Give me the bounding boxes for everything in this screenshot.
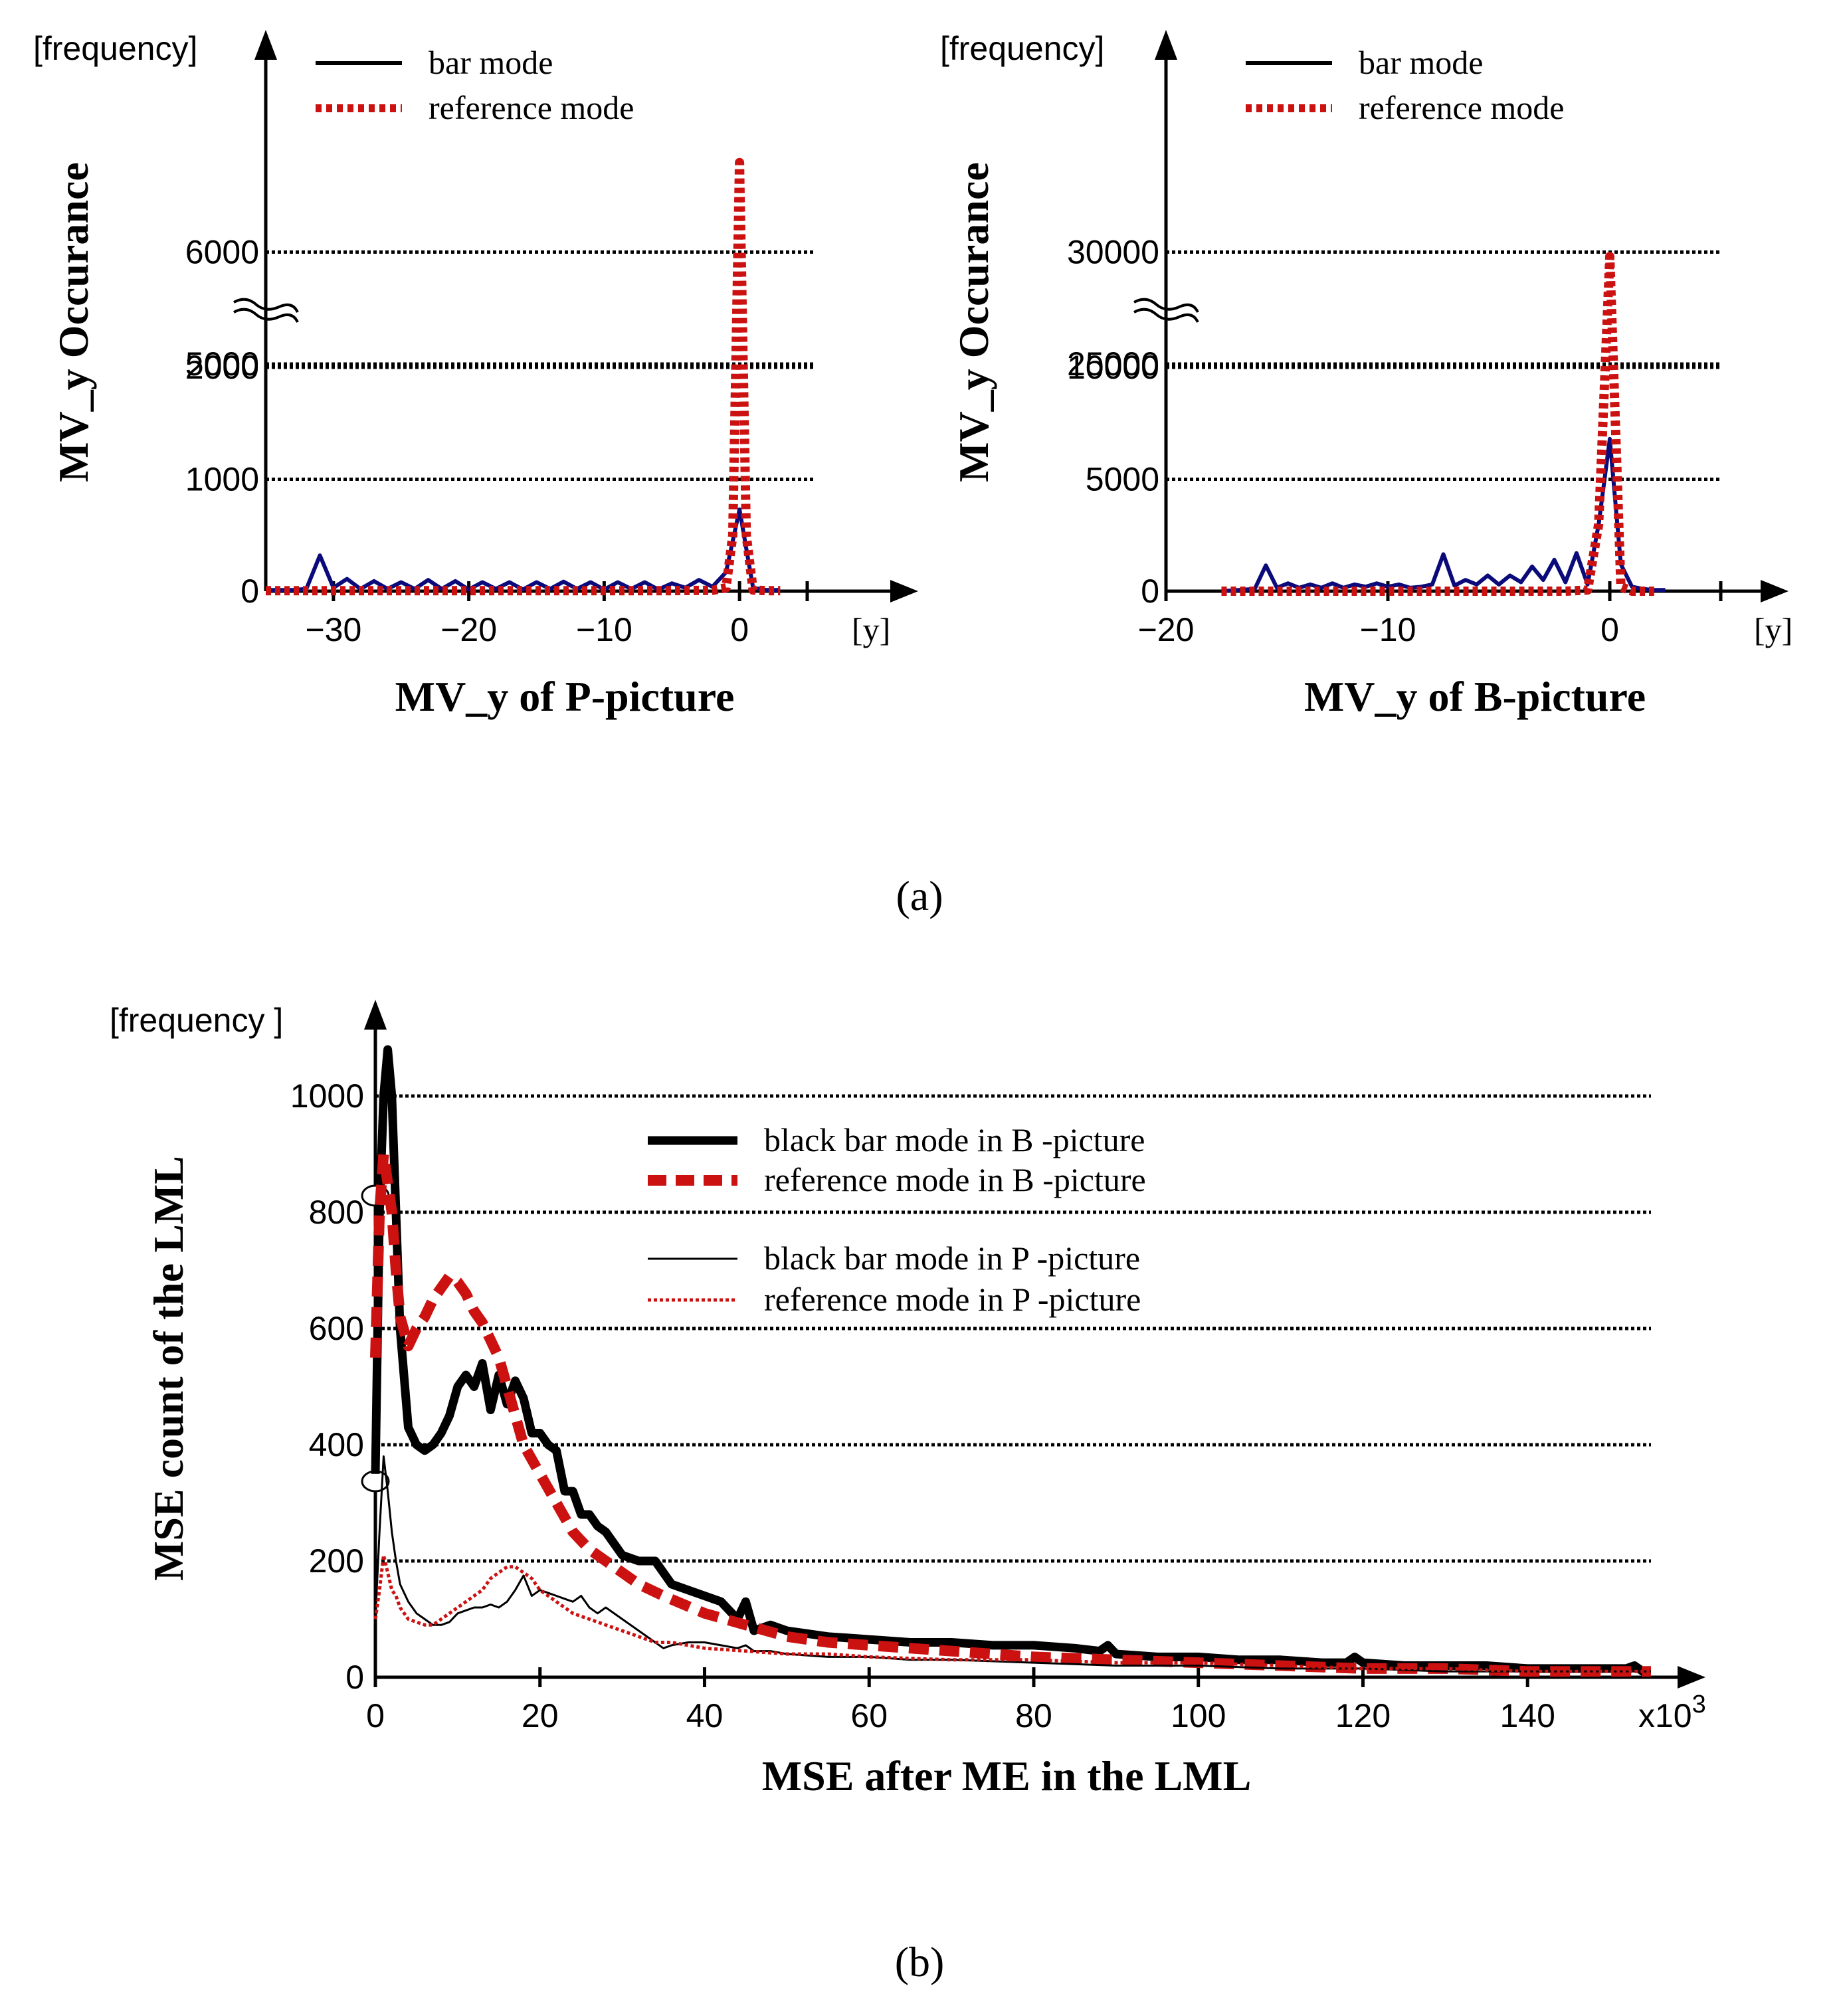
y-tick-label: 5000 [185,345,259,383]
chart-p-series [266,157,781,596]
series-line-reference-mode [266,157,781,596]
chart-mse-y-label: MSE count of the LML [145,1156,192,1581]
chart-mse-grid [375,1094,1651,1563]
x-tick-label: 40 [686,1697,724,1734]
chart-mse-y-ticks: 0 200 400 600 800 1000 [290,1077,364,1696]
x-tick-label: 80 [1015,1697,1052,1734]
chart-mse-x-label: MSE after ME in the LML [762,1752,1252,1799]
chart-mse: 0 20 40 60 80 100 120 140 0 200 400 600 800 1000 [fr… [110,1000,1706,1799]
series-line-black-bar-mode-in-b-picture [371,1045,1651,1676]
series-line-reference-mode [1221,252,1654,596]
y-tick-label: 600 [309,1310,364,1347]
chart-p-x-ticks: −30 −20 −10 0 [305,581,809,648]
y-tick-label: 800 [309,1194,364,1231]
y-tick-label: 0 [241,573,259,610]
y-tick-label: 5000 [1086,461,1159,498]
y-axis-break-marker-lower [361,1470,390,1493]
chart-p-legend: bar mode reference mode [316,44,634,126]
chart-p-y-label: MV_y Occurance [50,162,97,482]
chart-b-y-unit: [frequency] [940,30,1104,67]
series-line-bar-mode [266,507,781,593]
x-tick-label: 0 [1600,611,1619,648]
chart-p-grid [266,250,814,481]
chart-b-grid [1166,250,1721,481]
x-tick-label: 0 [366,1697,385,1734]
legend-label-reference-mode: reference mode [429,89,634,126]
caption-a: (a) [896,872,943,919]
x-tick-label: 20 [522,1697,559,1734]
chart-mse-legend: black bar mode in B -picture reference m… [648,1121,1146,1318]
y-tick-label: 2000 [185,349,259,386]
y-tick-label: 200 [309,1542,364,1580]
chart-mse-x-unit: x103 [1638,1691,1706,1734]
legend-label-reference-mode: reference mode [1359,89,1565,126]
chart-p-y-unit: [frequency] [33,30,197,67]
chart-b-series [1221,252,1666,596]
x-tick-label: −10 [1360,611,1416,648]
legend-label-black-bar-p: black bar mode in P -picture [764,1239,1140,1277]
chart-b-legend: bar mode reference mode [1246,44,1565,126]
y-tick-label: 1000 [185,461,259,498]
x-tick-label: 100 [1171,1697,1226,1734]
chart-p-x-unit: [y] [852,611,890,648]
chart-mse-series [370,1045,1651,1677]
y-tick-label: 400 [309,1426,364,1463]
y-tick-label: 10000 [1067,349,1159,386]
legend-label-black-bar-b: black bar mode in B -picture [764,1121,1145,1158]
y-tick-label: 25000 [1067,345,1159,383]
x-tick-label: 60 [850,1697,888,1734]
series-line-reference-mode-in-b-picture [370,1148,1651,1677]
chart-mse-x-ticks: 0 20 40 60 80 100 120 140 [366,1667,1555,1734]
legend-label-reference-p: reference mode in P -picture [764,1281,1141,1318]
y-tick-label: 0 [345,1659,364,1696]
y-tick-label: 30000 [1067,234,1159,271]
legend-label-reference-b: reference mode in B -picture [764,1161,1146,1198]
chart-p-x-label: MV_y of P-picture [395,673,735,720]
chart-b-x-label: MV_y of B-picture [1304,673,1646,720]
x-tick-label: −20 [1138,611,1195,648]
x-tick-label: 120 [1335,1697,1391,1734]
legend-label-bar-mode: bar mode [1359,44,1483,81]
x-tick-label: −20 [440,611,497,648]
x-tick-label: −30 [305,611,361,648]
y-tick-label: 0 [1141,573,1159,610]
chart-b-x-unit: [y] [1754,611,1792,648]
chart-b-x-ticks: −20 −10 0 [1138,581,1723,648]
y-tick-label: 6000 [185,234,259,271]
series-line-reference-mode-in-p-picture [373,1553,1651,1673]
y-axis-break [233,298,299,323]
x-tick-label: 0 [730,611,749,648]
chart-mse-axes [361,1000,1705,1689]
y-tick-label: 1000 [290,1077,364,1115]
y-axis-break [1133,298,1199,323]
chart-b-y-label: MV_y Occurance [950,162,997,482]
chart-mse-x-unit-exponent: 3 [1692,1691,1706,1718]
chart-mse-x-unit-base: x10 [1638,1697,1692,1734]
caption-b: (b) [895,1938,945,1985]
x-tick-label: 140 [1500,1697,1555,1734]
legend-label-bar-mode: bar mode [429,44,553,81]
x-tick-label: −10 [576,611,632,648]
chart-mse-y-unit: [frequency ] [110,1002,283,1039]
